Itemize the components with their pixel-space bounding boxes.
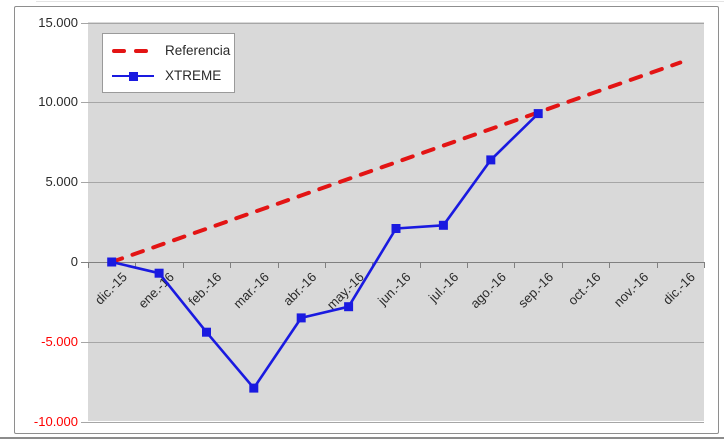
y-axis-tick-label: 0 xyxy=(70,254,78,269)
y-axis-tick-label: 15.000 xyxy=(38,14,78,30)
y-axis-tick-label: 5.000 xyxy=(45,174,78,190)
legend[interactable]: Referencia XTREME xyxy=(102,33,235,93)
y-axis-tick-label: -10.000 xyxy=(33,413,78,429)
referencia-dashed-line-icon xyxy=(112,46,154,56)
legend-item-xtreme[interactable]: XTREME xyxy=(112,67,234,85)
legend-item-referencia[interactable]: Referencia xyxy=(112,42,234,60)
y-axis-tick-label: 10.000 xyxy=(38,94,78,110)
legend-label-referencia: Referencia xyxy=(165,43,231,58)
y-axis-tick-label: -5.000 xyxy=(41,333,78,349)
legend-label-xtreme: XTREME xyxy=(165,68,222,83)
xtreme-line-marker-icon xyxy=(112,71,154,81)
worksheet-gridline-bottom xyxy=(0,437,724,439)
worksheet-gridline-top xyxy=(36,1,724,2)
